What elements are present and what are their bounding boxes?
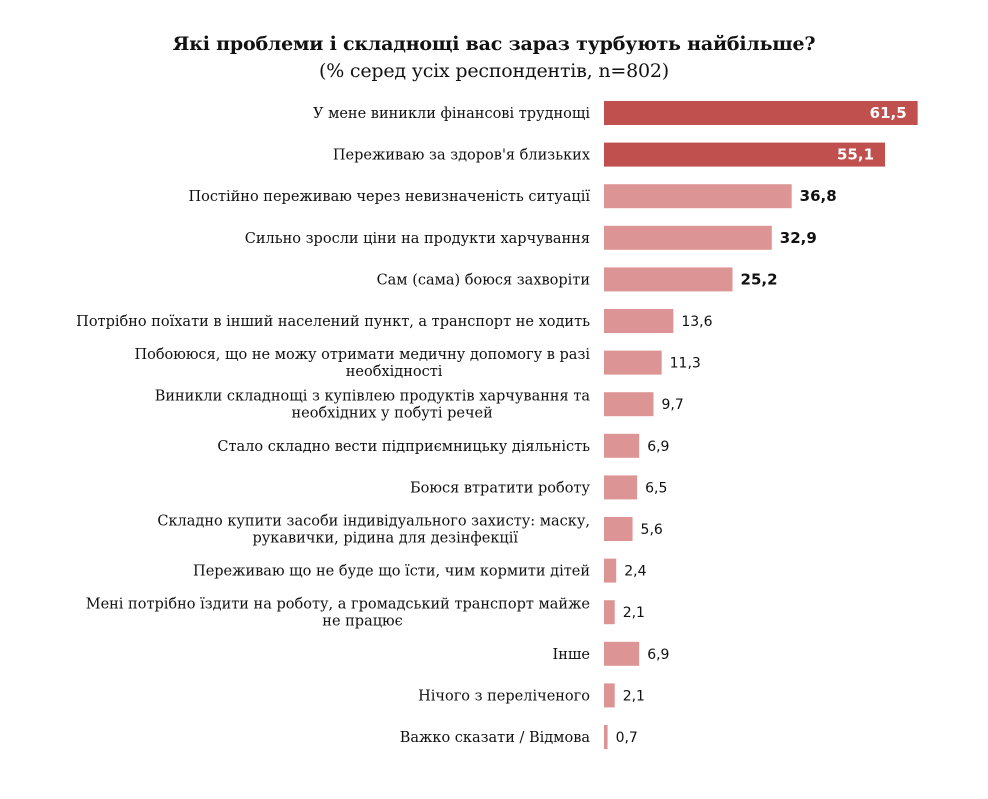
bar-3 [604, 184, 792, 209]
value-label-13: 2,1 [623, 605, 645, 621]
value-label-5: 25,2 [741, 270, 778, 288]
category-label-8: Виникли складнощі з купівлею продуктів х… [155, 389, 591, 422]
value-label-12: 2,4 [624, 564, 646, 580]
category-label-7: Побоююся, що не можу отримати медичну до… [134, 347, 590, 380]
category-label-14: Інше [553, 647, 590, 663]
value-label-15: 2,1 [623, 688, 645, 704]
value-label-1: 61,5 [870, 104, 907, 122]
bar-11 [604, 517, 633, 541]
bar-4 [604, 225, 772, 250]
value-label-6: 13,6 [681, 314, 712, 330]
category-label-2: Переживаю за здоров'я близьких [333, 148, 590, 164]
category-label-6: Потрібно поїхати в інший населений пункт… [76, 314, 590, 330]
value-label-11: 5,6 [641, 522, 663, 538]
value-label-10: 6,5 [645, 480, 667, 496]
bar-10 [604, 475, 638, 500]
bar-13 [604, 600, 615, 625]
value-label-3: 36,8 [800, 187, 837, 205]
category-label-10: Боюся втратити роботу [410, 480, 590, 496]
chart-subtitle: (% серед усіх респондентів, n=802) [318, 60, 669, 82]
bar-2 [604, 142, 886, 167]
bar-15 [604, 683, 615, 708]
bar-1 [604, 101, 918, 125]
bar-6 [604, 309, 674, 333]
bar-5 [604, 267, 733, 292]
value-label-14: 6,9 [647, 647, 669, 663]
category-label-13: Мені потрібно їздити на роботу, а громад… [86, 597, 590, 630]
value-label-8: 9,7 [661, 397, 683, 413]
category-label-5: Сам (сама) боюся захворіти [377, 272, 590, 288]
category-label-1: У мене виникли фінансові труднощі [313, 106, 590, 122]
bar-7 [604, 350, 662, 375]
value-label-2: 55,1 [837, 146, 874, 164]
value-label-16: 0,7 [616, 730, 638, 746]
bar-12 [604, 558, 617, 583]
category-label-9: Стало складно вести підприємницьку діяль… [217, 439, 590, 455]
category-label-4: Сильно зросли ціни на продукти харчуванн… [245, 231, 590, 247]
category-label-12: Переживаю що не буде що їсти, чим кормит… [193, 564, 590, 580]
category-label-15: Нічого з переліченого [418, 688, 590, 704]
value-label-9: 6,9 [647, 439, 669, 455]
category-label-16: Важко сказати / Відмова [400, 730, 591, 746]
value-label-7: 11,3 [670, 356, 701, 372]
bar-9 [604, 433, 640, 458]
bar-8 [604, 392, 654, 417]
bar-16 [604, 725, 608, 749]
category-label-11: Складно купити засоби індивідуального за… [157, 514, 590, 547]
category-label-3: Постійно переживаю через невизначеність … [188, 189, 590, 205]
bar-14 [604, 641, 640, 666]
value-label-4: 32,9 [780, 229, 817, 247]
chart-title: Які проблеми і складнощі вас зараз турбу… [172, 33, 816, 55]
